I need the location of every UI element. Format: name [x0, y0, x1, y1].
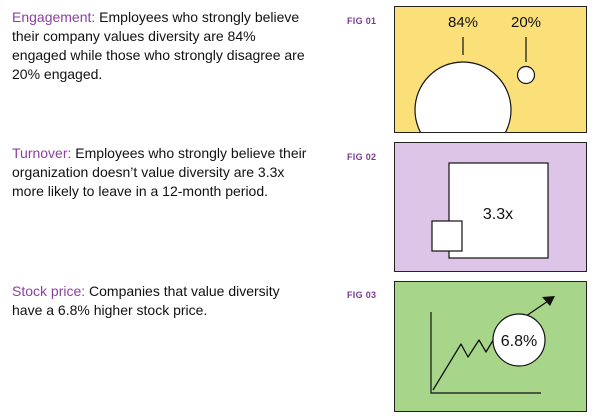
fig-02-label: FIG 02 — [347, 152, 377, 162]
small-baseline-square — [431, 220, 463, 252]
turnover-multiplier-value: 3.3x — [483, 206, 513, 223]
fig-02-panel: 3.3x — [394, 142, 587, 272]
engagement-statement: Engagement: Employees who strongly belie… — [12, 8, 312, 84]
turnover-statement: Turnover: Employees who strongly believe… — [12, 144, 312, 201]
stock-price-keyword: Stock price: — [12, 283, 86, 299]
turnover-text: Employees who strongly believe their org… — [12, 145, 307, 199]
engagement-keyword: Engagement: — [12, 9, 96, 25]
growth-arrow-icon — [542, 296, 555, 306]
chart-axes — [430, 312, 541, 394]
engaged-20-circle — [516, 65, 536, 85]
fig-01-label: FIG 01 — [347, 16, 377, 26]
engagement-text: Employees who strongly believe their com… — [12, 9, 305, 82]
turnover-squares-illustration: 3.3x — [395, 143, 586, 271]
stock-price-statement: Stock price: Companies that value divers… — [12, 282, 312, 320]
engagement-circles-illustration: 84% 20% — [395, 7, 586, 132]
turnover-keyword: Turnover: — [12, 145, 72, 161]
fig-03-panel: 6.8% — [394, 281, 587, 412]
stock-price-text: Companies that value diversity have a 6.… — [12, 283, 280, 318]
engaged-20-value: 20% — [511, 14, 541, 31]
stock-price-chart-illustration: 6.8% — [395, 282, 586, 411]
engaged-84-value: 84% — [448, 14, 478, 31]
engaged-84-circle — [414, 61, 512, 132]
stock-price-value-circle — [492, 313, 546, 367]
fig-01-panel: 84% 20% — [394, 6, 587, 133]
large-turnover-square — [448, 162, 549, 259]
fig-03-background — [395, 282, 586, 411]
fig-03-label: FIG 03 — [347, 290, 377, 300]
stock-price-value: 6.8% — [501, 333, 537, 350]
